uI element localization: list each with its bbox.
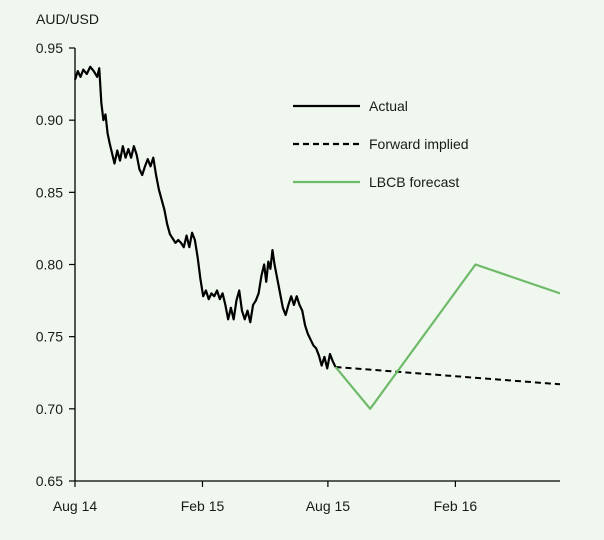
y-tick-label: 0.75	[36, 329, 63, 345]
x-tick-label: Feb 15	[181, 498, 225, 514]
y-axis-title: AUD/USD	[36, 11, 99, 27]
series-line-forward-implied	[335, 365, 561, 386]
y-tick-label: 0.95	[36, 40, 63, 56]
legend-label: LBCB forecast	[369, 174, 459, 190]
y-axis: 0.65 0.70 0.75 0.80 0.85 0.90 0.95	[36, 40, 76, 489]
legend: Actual Forward implied LBCB forecast	[293, 98, 469, 190]
x-axis: Aug 14 Feb 15 Aug 15 Feb 16	[53, 480, 560, 514]
legend-item-lbcb-forecast: LBCB forecast	[293, 174, 459, 190]
series-line-lbcb-forecast	[334, 263, 561, 410]
y-tick-label: 0.85	[36, 184, 63, 200]
y-tick-label: 0.65	[36, 473, 63, 489]
y-tick-label: 0.90	[36, 112, 63, 128]
y-tick-label: 0.70	[36, 401, 63, 417]
legend-item-forward-implied: Forward implied	[293, 136, 469, 152]
series-layer	[73, 65, 561, 410]
series-line-actual	[73, 65, 337, 370]
legend-label: Actual	[369, 98, 408, 114]
x-tick-label: Aug 15	[306, 498, 351, 514]
legend-item-actual: Actual	[293, 98, 408, 114]
y-tick-label: 0.80	[36, 257, 63, 273]
legend-label: Forward implied	[369, 136, 469, 152]
x-tick-label: Aug 14	[53, 498, 98, 514]
x-tick-label: Feb 16	[434, 498, 478, 514]
